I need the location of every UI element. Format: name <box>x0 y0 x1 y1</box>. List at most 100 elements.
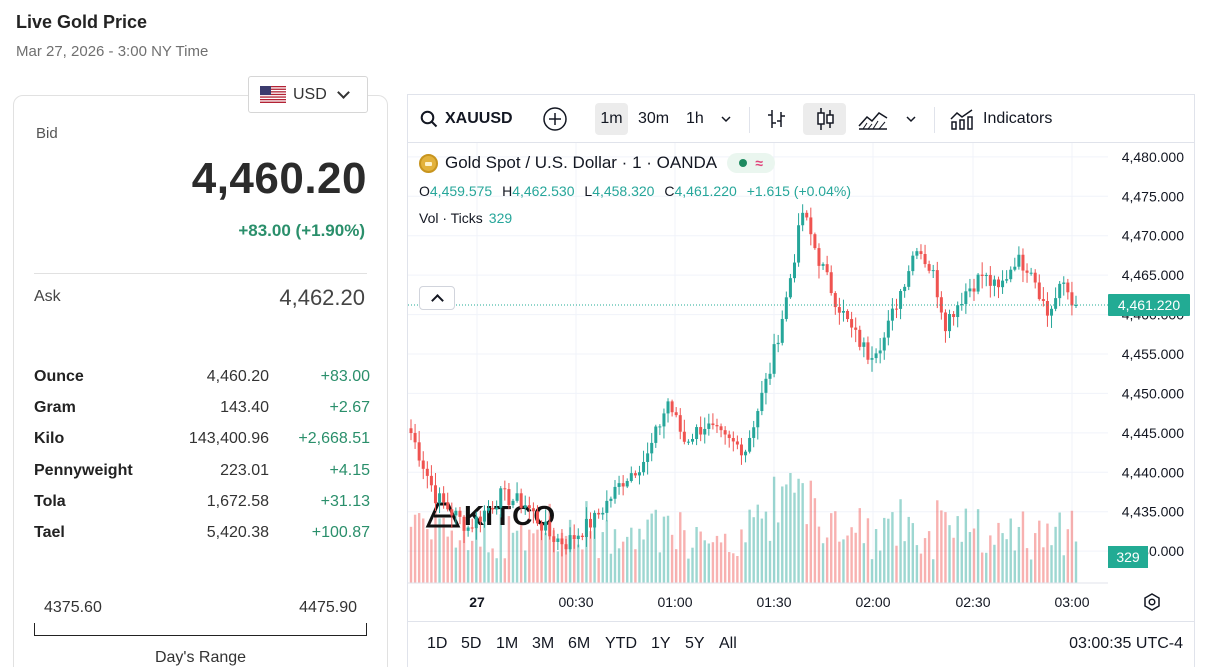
candle-body <box>1066 282 1070 293</box>
volume-bar <box>980 552 984 583</box>
volume-bar <box>650 513 653 583</box>
candles-style-button[interactable] <box>803 103 846 135</box>
volume-bar <box>621 541 625 583</box>
timeframe-all[interactable]: All <box>719 635 737 652</box>
candle-body <box>1058 283 1062 299</box>
volume-bar <box>634 549 637 583</box>
chart-clock[interactable]: 03:00:35 UTC-4 <box>1069 635 1183 652</box>
volume-bar <box>1017 526 1021 583</box>
candle-body <box>686 441 690 443</box>
bar-style-button[interactable] <box>766 103 788 135</box>
candle-body <box>613 486 617 499</box>
volume-bar <box>952 537 955 583</box>
interval-menu-button[interactable] <box>720 103 732 135</box>
chevron-down-icon <box>336 85 350 99</box>
settings-icon[interactable] <box>1144 593 1160 611</box>
x-tick-label: 02:30 <box>955 594 990 610</box>
candle-body <box>756 411 760 428</box>
candle-body <box>956 305 960 318</box>
timeframe-ytd[interactable]: YTD <box>605 635 637 652</box>
timeframe-1y[interactable]: 1Y <box>651 635 671 652</box>
candle-body <box>1001 280 1005 288</box>
collapse-legend-button[interactable] <box>419 286 455 310</box>
unit-table: Ounce 4,460.20 +83.00 Gram 143.40 +2.67 … <box>34 364 370 551</box>
volume-bar <box>964 508 968 583</box>
volume-bar <box>960 541 963 583</box>
candle-body <box>568 535 572 550</box>
x-tick-label: 02:00 <box>855 594 890 610</box>
candle-body <box>1070 292 1074 306</box>
market-status-badge[interactable]: ≈ <box>727 153 776 173</box>
volume-bar <box>862 543 866 583</box>
candle-body <box>739 444 743 456</box>
volume-bar <box>1042 547 1045 583</box>
open-value: 4,459.575 <box>429 183 493 199</box>
day-range-high: 4475.90 <box>299 599 357 616</box>
candle-body <box>711 423 715 426</box>
candle-body <box>601 512 605 515</box>
timeframe-5y[interactable]: 5Y <box>685 635 705 652</box>
bid-change: +83.00 (+1.90%) <box>238 221 365 240</box>
volume-bar <box>789 473 792 583</box>
candle-body <box>744 451 748 456</box>
candle-body <box>695 427 699 439</box>
volume-bar <box>695 527 698 583</box>
candle-body <box>976 274 980 292</box>
volume-bar <box>1050 545 1053 583</box>
volume-bar <box>907 516 910 583</box>
candle-body <box>943 312 947 332</box>
compare-button[interactable] <box>542 103 568 135</box>
area-style-button[interactable] <box>858 103 888 135</box>
interval-30m[interactable]: 30m <box>638 110 670 127</box>
timeframe-1d[interactable]: 1D <box>427 635 448 652</box>
candle-body <box>792 262 796 279</box>
candle-body <box>646 453 650 462</box>
unit-name: Kilo <box>34 430 65 448</box>
toolbar-divider <box>934 107 935 133</box>
symbol-label: XAUUSD <box>445 110 513 127</box>
volume-bar <box>503 558 507 583</box>
candle-body <box>829 272 833 294</box>
candle-body <box>433 485 437 504</box>
y-tick-label: 4,455.000 <box>1122 346 1184 362</box>
timeframe-1m[interactable]: 1M <box>496 635 519 652</box>
candle-body <box>1054 298 1058 309</box>
interval-1m[interactable]: 1m <box>595 103 628 135</box>
price-chart[interactable]: KITCO 4,480.000 4,475.000 4,470.000 4,465.0… <box>408 143 1194 622</box>
volume-bar <box>874 529 878 583</box>
volume-bar <box>426 529 429 583</box>
chart-canvas[interactable]: KITCO 4,480.000 4,475.000 4,470.000 4,465.0… <box>408 143 1194 667</box>
candle-body <box>584 518 588 538</box>
candle-body <box>417 442 421 461</box>
candle-body <box>540 523 544 531</box>
volume-bar <box>813 498 817 583</box>
timeframe-5d[interactable]: 5D <box>461 635 482 652</box>
currency-select[interactable]: USD <box>248 76 368 113</box>
volume-bar <box>764 511 768 583</box>
x-tick-label: 01:00 <box>657 594 692 610</box>
divider <box>34 273 367 274</box>
symbol-search[interactable]: XAUUSD <box>420 103 513 135</box>
volume-bar <box>711 542 715 583</box>
volume-bar <box>519 523 523 583</box>
unit-row-tola: Tola 1,672.58 +31.13 <box>34 489 370 520</box>
candle-body <box>564 544 568 550</box>
indicators-button[interactable]: Indicators <box>950 103 1052 135</box>
timeframe-6m[interactable]: 6M <box>568 635 591 652</box>
chevron-down-icon <box>721 116 731 123</box>
volume-bar <box>646 519 649 583</box>
interval-1h[interactable]: 1h <box>686 110 704 127</box>
chart-type-menu-button[interactable] <box>905 103 917 135</box>
volume-value: 329 <box>488 210 513 226</box>
approx-icon: ≈ <box>755 155 763 171</box>
volume-bar <box>617 548 621 583</box>
candle-body <box>805 212 809 218</box>
volume-bar <box>434 508 437 583</box>
volume-bar <box>679 512 682 583</box>
volume-bar <box>524 550 527 583</box>
volume-bar <box>658 552 662 583</box>
timeframe-3m[interactable]: 3M <box>532 635 555 652</box>
candle-body <box>593 512 597 528</box>
unit-row-gram: Gram 143.40 +2.67 <box>34 395 370 426</box>
unit-name: Pennyweight <box>34 461 133 479</box>
